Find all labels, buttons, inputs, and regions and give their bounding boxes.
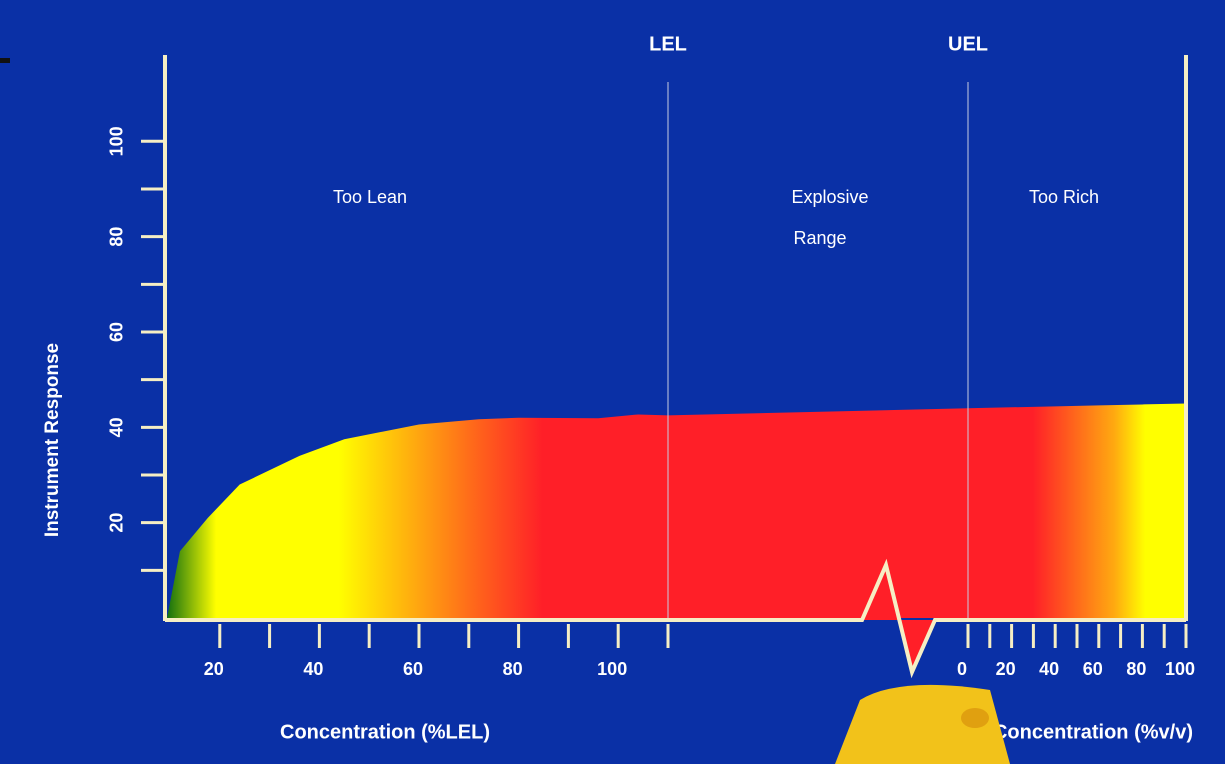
x-tick-label: 40 xyxy=(303,659,323,679)
x-axis-label: Concentration (%LEL) xyxy=(280,721,490,743)
limit-label: UEL xyxy=(948,33,988,55)
x-tick-label: 80 xyxy=(1126,659,1146,679)
region-label: Too Lean xyxy=(333,187,407,207)
x-tick-label: 60 xyxy=(403,659,423,679)
x-tick-label: 80 xyxy=(503,659,523,679)
x-tick-label: 20 xyxy=(204,659,224,679)
x2-axis-label: Concentration (%v/v) xyxy=(993,721,1193,743)
area xyxy=(166,414,669,618)
x-tick-label: 40 xyxy=(1039,659,1059,679)
y-tick-label: 60 xyxy=(107,322,127,342)
y-tick-label: 40 xyxy=(107,417,127,437)
region-label: Too Rich xyxy=(1029,187,1099,207)
y-tick-label: 100 xyxy=(107,126,127,156)
region-label: Explosive xyxy=(791,187,868,207)
x-tick-label: 0 xyxy=(957,659,967,679)
y-axis-label: Instrument Response xyxy=(42,343,63,537)
area xyxy=(968,403,1186,618)
device-photo xyxy=(835,684,1010,764)
x-axis-break xyxy=(165,558,1186,679)
x-tick-label: 100 xyxy=(1165,659,1195,679)
device-button xyxy=(961,708,989,728)
explosive-area xyxy=(668,408,968,618)
y-tick-label: 80 xyxy=(107,227,127,247)
x-tick-label: 60 xyxy=(1083,659,1103,679)
slide-edge xyxy=(0,58,10,63)
x-tick-label: 20 xyxy=(996,659,1016,679)
y-tick-label: 20 xyxy=(107,513,127,533)
limit-label: LEL xyxy=(649,33,687,55)
x-tick-label: 100 xyxy=(597,659,627,679)
region-label: Range xyxy=(793,228,846,248)
